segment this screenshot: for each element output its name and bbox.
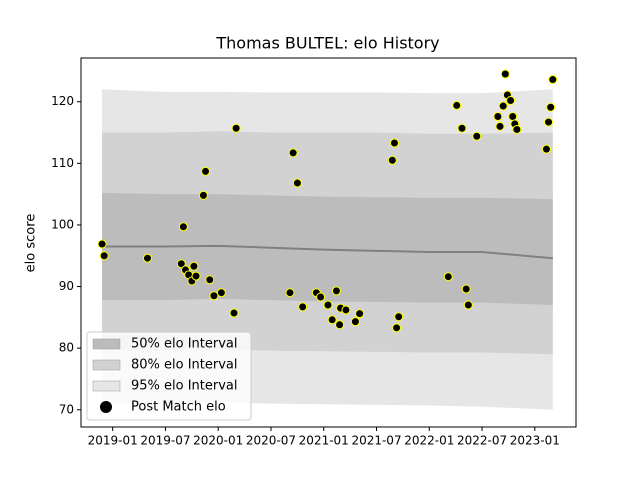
y-tick-label: 90	[59, 279, 74, 293]
point	[201, 166, 211, 176]
point	[546, 102, 556, 112]
point	[285, 288, 295, 298]
y-axis-label: elo score	[24, 214, 39, 273]
legend-label: 50% elo Interval	[131, 337, 238, 352]
point	[452, 100, 462, 110]
point	[189, 261, 199, 271]
point	[327, 315, 337, 325]
point	[506, 96, 516, 106]
y-tick-label: 120	[51, 94, 74, 108]
legend-label: 95% elo Interval	[131, 379, 238, 394]
point	[544, 117, 554, 127]
x-tick-label: 2019-01	[88, 434, 138, 448]
point	[392, 323, 402, 333]
point	[216, 288, 226, 298]
legend-marker	[100, 401, 112, 413]
point	[191, 271, 201, 281]
point	[335, 320, 345, 330]
point	[298, 302, 308, 312]
point	[350, 317, 360, 327]
x-tick-label: 2022-07	[457, 434, 507, 448]
point	[178, 222, 188, 232]
x-tick-label: 2022-01	[404, 434, 454, 448]
x-tick-label: 2020-07	[246, 434, 296, 448]
x-tick-label: 2020-01	[193, 434, 243, 448]
point	[461, 284, 471, 294]
point	[541, 144, 551, 154]
point	[493, 112, 503, 122]
legend-label: Post Match elo	[131, 400, 226, 415]
legend-box	[86, 331, 252, 421]
point	[209, 291, 219, 301]
x-tick-label: 2023-01	[510, 434, 560, 448]
point	[472, 131, 482, 141]
point	[500, 69, 510, 79]
point	[198, 190, 208, 200]
y-tick-label: 80	[59, 341, 74, 355]
legend-swatch	[92, 359, 121, 371]
point	[443, 272, 453, 282]
x-tick-label: 2019-07	[140, 434, 190, 448]
point	[512, 124, 522, 134]
point	[341, 305, 351, 315]
point	[389, 138, 399, 148]
point	[288, 148, 298, 158]
point	[323, 300, 333, 310]
x-tick-label: 2021-01	[299, 434, 349, 448]
x-tick-label: 2021-07	[351, 434, 401, 448]
point	[457, 123, 467, 133]
point	[463, 300, 473, 310]
y-tick-label: 100	[51, 217, 74, 231]
point	[316, 292, 326, 302]
mean-line	[102, 244, 553, 260]
point	[229, 308, 239, 318]
point	[99, 251, 109, 261]
point	[97, 239, 107, 249]
chart-title: Thomas BULTEL: elo History	[215, 34, 439, 53]
point	[394, 312, 404, 322]
point	[355, 309, 365, 319]
point	[231, 123, 241, 133]
y-tick-label: 110	[51, 156, 74, 170]
point	[205, 275, 215, 285]
point	[142, 253, 152, 263]
point	[176, 259, 186, 269]
point	[498, 101, 508, 111]
y-tick-label: 70	[59, 402, 74, 416]
point	[292, 178, 302, 188]
point	[387, 155, 397, 165]
point	[508, 112, 518, 122]
point	[331, 286, 341, 296]
point	[495, 121, 505, 131]
legend-swatch	[92, 338, 121, 350]
plot-frame	[80, 57, 577, 428]
legend-label: 80% elo Interval	[131, 358, 238, 373]
legend-swatch	[92, 380, 121, 392]
point	[548, 75, 558, 85]
